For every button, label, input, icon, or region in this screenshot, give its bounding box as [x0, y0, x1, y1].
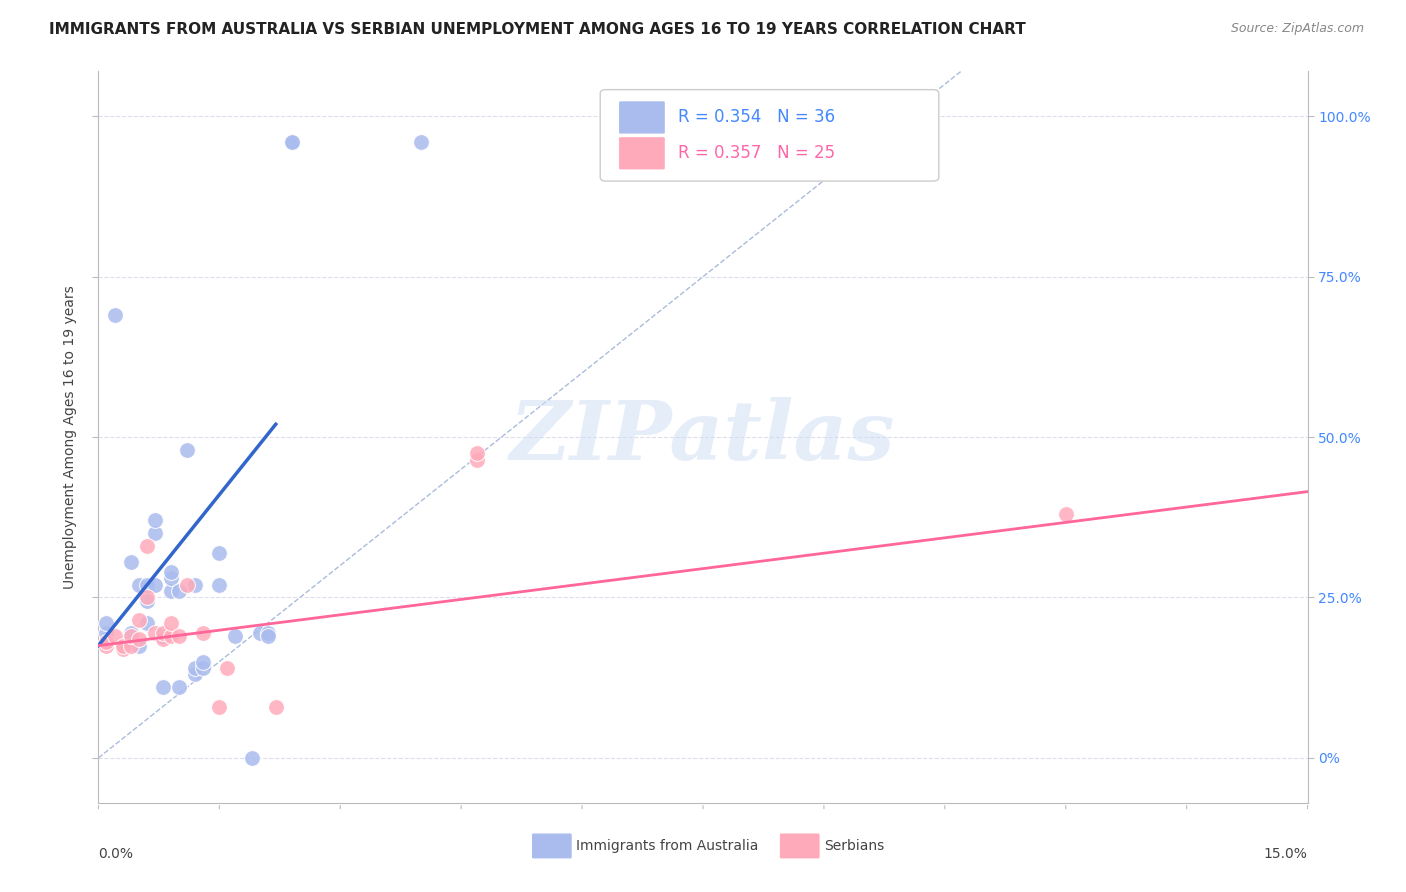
Text: 0.0%: 0.0% — [98, 847, 134, 861]
Text: R = 0.357   N = 25: R = 0.357 N = 25 — [678, 145, 835, 162]
Point — [281, 135, 304, 149]
Point — [167, 584, 190, 599]
Point — [96, 625, 118, 640]
Point — [103, 629, 125, 643]
Point — [143, 625, 166, 640]
FancyBboxPatch shape — [619, 136, 665, 170]
Text: Immigrants from Australia: Immigrants from Australia — [576, 839, 758, 853]
Point — [135, 593, 157, 607]
Point — [184, 667, 207, 681]
Point — [240, 751, 263, 765]
Point — [128, 639, 150, 653]
Point — [135, 591, 157, 605]
Point — [208, 545, 231, 559]
Point — [160, 584, 183, 599]
Text: Source: ZipAtlas.com: Source: ZipAtlas.com — [1230, 22, 1364, 36]
Point — [128, 613, 150, 627]
Point — [152, 625, 174, 640]
Point — [208, 699, 231, 714]
Point — [103, 308, 125, 322]
Point — [120, 625, 142, 640]
Point — [193, 661, 215, 675]
Point — [135, 539, 157, 553]
Point — [96, 616, 118, 631]
Point — [96, 639, 118, 653]
Point — [224, 629, 246, 643]
Point — [184, 577, 207, 591]
Point — [1054, 507, 1077, 521]
Point — [249, 625, 271, 640]
Point — [465, 452, 488, 467]
Text: 15.0%: 15.0% — [1264, 847, 1308, 861]
Point — [256, 629, 278, 643]
Point — [160, 629, 183, 643]
Point — [217, 661, 239, 675]
Point — [120, 629, 142, 643]
Point — [193, 655, 215, 669]
Point — [160, 616, 183, 631]
Text: R = 0.354   N = 36: R = 0.354 N = 36 — [678, 109, 835, 127]
Point — [143, 577, 166, 591]
Point — [465, 446, 488, 460]
Point — [135, 616, 157, 631]
Point — [208, 577, 231, 591]
Point — [167, 629, 190, 643]
Point — [111, 641, 134, 656]
Text: ZIPatlas: ZIPatlas — [510, 397, 896, 477]
Point — [160, 565, 183, 579]
Point — [184, 661, 207, 675]
Point — [143, 514, 166, 528]
Point — [120, 639, 142, 653]
Text: Serbians: Serbians — [824, 839, 884, 853]
Point — [143, 526, 166, 541]
Point — [152, 632, 174, 647]
Y-axis label: Unemployment Among Ages 16 to 19 years: Unemployment Among Ages 16 to 19 years — [63, 285, 77, 589]
FancyBboxPatch shape — [600, 90, 939, 181]
Point — [160, 571, 183, 585]
Point — [264, 699, 287, 714]
Point — [111, 639, 134, 653]
Point — [128, 632, 150, 647]
FancyBboxPatch shape — [619, 101, 665, 135]
Point — [167, 681, 190, 695]
Point — [120, 555, 142, 569]
Point — [281, 135, 304, 149]
Point — [135, 577, 157, 591]
Point — [409, 135, 432, 149]
Point — [193, 625, 215, 640]
Point — [96, 635, 118, 649]
Point — [256, 625, 278, 640]
Point — [128, 577, 150, 591]
Text: IMMIGRANTS FROM AUSTRALIA VS SERBIAN UNEMPLOYMENT AMONG AGES 16 TO 19 YEARS CORR: IMMIGRANTS FROM AUSTRALIA VS SERBIAN UNE… — [49, 22, 1026, 37]
FancyBboxPatch shape — [779, 833, 820, 859]
Point — [176, 577, 198, 591]
Point — [176, 442, 198, 457]
FancyBboxPatch shape — [531, 833, 572, 859]
Point — [152, 629, 174, 643]
Point — [152, 681, 174, 695]
